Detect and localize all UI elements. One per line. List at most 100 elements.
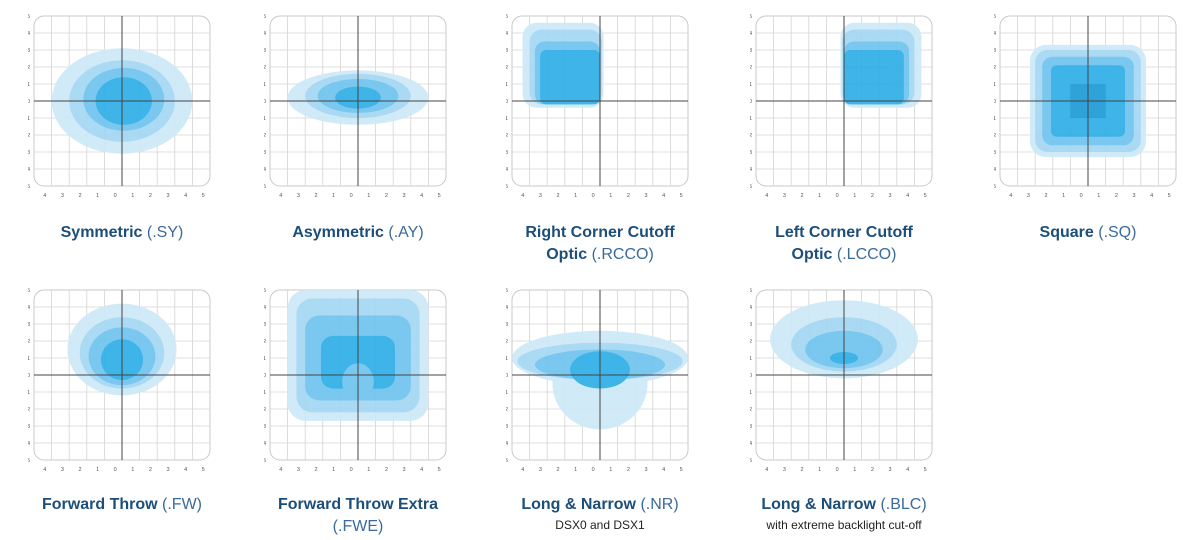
x-tick-label: 3 [1027,193,1030,199]
y-tick-label: 4 [750,31,752,37]
x-tick-label: 1 [367,193,370,199]
x-tick-label: 2 [149,193,152,199]
pattern-name: Forward Throw [42,496,158,513]
distribution-plot: 5 4 3 2 1 0 1 2 3 4 5 4 3 2 1 0 1 2 3 4 5 [28,10,216,200]
y-tick-label: 2 [28,65,30,71]
y-tick-label: 1 [264,82,266,88]
y-tick-label: 0 [506,373,508,379]
x-tick-label: 1 [96,467,99,473]
y-tick-label: 3 [506,424,508,430]
x-tick-label: 4 [184,467,187,473]
y-tick-label: 2 [506,339,508,345]
x-tick-label: 4 [906,193,909,199]
pattern-code: (.AY) [388,224,423,241]
x-tick-label: 3 [61,467,64,473]
y-tick-label: 4 [994,31,996,37]
x-tick-label: 2 [385,193,388,199]
y-tick-label: 5 [28,288,30,294]
y-tick-label: 2 [264,65,266,71]
x-tick-label: 5 [924,193,927,199]
x-tick-label: 2 [627,467,630,473]
pattern-name: Symmetric [61,224,143,241]
y-tick-label: 5 [264,184,266,190]
x-tick-label: 0 [350,467,353,473]
y-tick-label: 5 [506,184,508,190]
y-tick-label: 0 [750,99,752,105]
y-tick-label: 4 [264,305,266,311]
light-distribution [523,23,604,108]
pattern-code: (.FWE) [333,518,384,535]
y-tick-label: 1 [750,82,752,88]
distribution-plot: 5 4 3 2 1 0 1 2 3 4 5 4 3 2 1 0 1 2 3 4 5 [506,10,694,200]
x-tick-label: 3 [166,467,169,473]
distribution-plot: 5 4 3 2 1 0 1 2 3 4 5 4 3 2 1 0 1 2 3 4 5 [750,10,938,200]
y-tick-label: 4 [506,31,508,37]
y-tick-label: 0 [750,373,752,379]
pattern-name: Right Corner Cutoff [525,224,674,241]
x-tick-label: 0 [114,193,117,199]
y-tick-label: 2 [28,133,30,139]
pattern-name: Long & Narrow [761,496,876,513]
y-tick-label: 3 [28,424,30,430]
y-tick-label: 5 [750,14,752,20]
y-tick-label: 5 [28,458,30,464]
pattern-name-line2: Optic [546,246,587,263]
x-tick-label: 5 [202,467,205,473]
x-tick-label: 4 [420,193,423,199]
y-tick-label: 3 [506,48,508,54]
x-tick-label: 4 [1009,193,1012,199]
y-tick-label: 3 [28,322,30,328]
y-tick-label: 0 [28,99,30,105]
pattern-name: Square [1040,224,1094,241]
x-tick-label: 1 [332,193,335,199]
y-tick-label: 5 [264,288,266,294]
x-tick-label: 2 [800,467,803,473]
y-tick-label: 0 [506,99,508,105]
pattern-code: (.LCCO) [837,246,897,263]
y-tick-label: 4 [28,441,30,447]
x-tick-label: 1 [574,467,577,473]
y-tick-label: 3 [264,424,266,430]
y-tick-label: 5 [750,458,752,464]
x-tick-label: 3 [644,193,647,199]
pattern-name: Asymmetric [292,224,384,241]
pattern-name: Long & Narrow [521,496,636,513]
y-tick-label: 1 [506,82,508,88]
y-tick-label: 4 [506,305,508,311]
x-tick-label: 0 [350,193,353,199]
y-tick-label: 2 [506,407,508,413]
y-tick-label: 4 [28,305,30,311]
x-tick-label: 2 [314,467,317,473]
y-tick-label: 1 [28,116,30,122]
x-tick-label: 2 [78,193,81,199]
x-tick-label: 3 [402,193,405,199]
y-tick-label: 5 [264,14,266,20]
y-tick-label: 5 [506,458,508,464]
zone-core [540,50,600,104]
x-tick-label: 2 [149,467,152,473]
x-tick-label: 4 [662,467,665,473]
x-tick-label: 1 [853,467,856,473]
y-tick-label: 1 [994,82,996,88]
x-tick-label: 4 [420,467,423,473]
distribution-plot: 5 4 3 2 1 0 1 2 3 4 5 4 3 2 1 0 1 2 3 4 5 [264,10,452,200]
x-tick-label: 1 [609,467,612,473]
y-tick-label: 0 [264,373,266,379]
x-tick-label: 4 [1150,193,1153,199]
y-tick-label: 1 [750,116,752,122]
x-tick-label: 4 [43,193,46,199]
x-tick-label: 3 [61,193,64,199]
y-tick-label: 1 [264,390,266,396]
x-tick-label: 2 [556,467,559,473]
x-tick-label: 4 [521,193,524,199]
y-tick-label: 1 [264,116,266,122]
y-tick-label: 3 [750,322,752,328]
y-tick-label: 4 [264,31,266,37]
pattern-code: (.FW) [162,496,202,513]
x-tick-label: 3 [297,193,300,199]
x-tick-label: 1 [1097,193,1100,199]
x-tick-label: 3 [402,467,405,473]
x-tick-label: 1 [131,193,134,199]
y-tick-label: 5 [506,14,508,20]
x-tick-label: 1 [574,193,577,199]
